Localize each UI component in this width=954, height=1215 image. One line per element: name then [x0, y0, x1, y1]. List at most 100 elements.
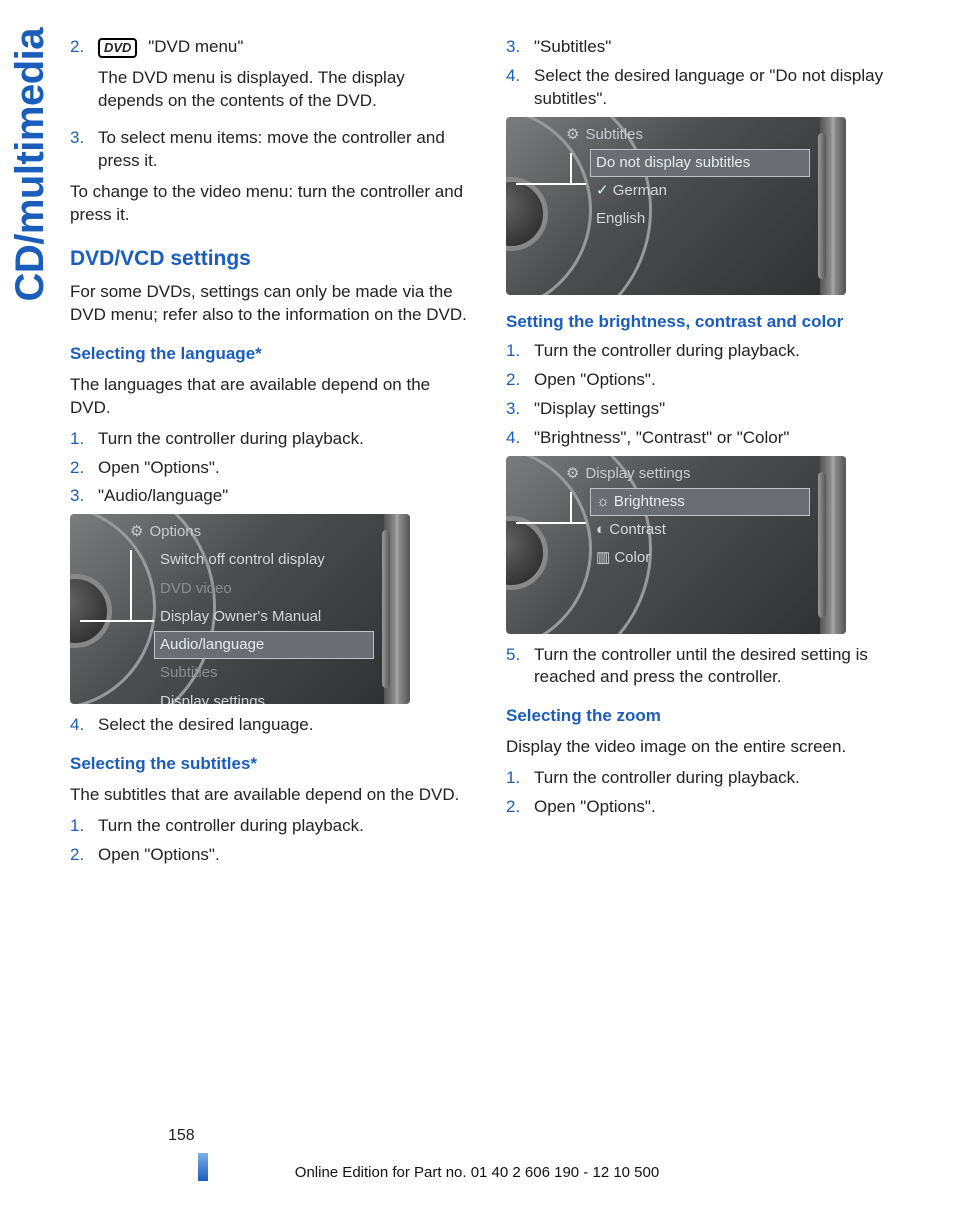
pointer-line: [80, 620, 154, 622]
display-settings-screenshot: ⚙Display settings BrightnessContrastColo…: [506, 456, 846, 634]
list-item: 2.Open "Options".: [70, 844, 468, 867]
step-body: Select the desired language.: [98, 714, 468, 737]
step-body: Turn the controller during playback.: [98, 428, 468, 451]
menu-item: Audio/language: [154, 631, 374, 659]
step-number: 1.: [506, 340, 534, 363]
screenshot-title: ⚙ Options: [130, 522, 201, 542]
step-number: 1.: [70, 428, 98, 451]
dvd-icon: DVD: [98, 38, 137, 58]
menu-item: ✓ German: [590, 177, 810, 205]
list-item: 3."Audio/language": [70, 485, 468, 508]
pointer-line: [130, 550, 132, 620]
list-item: 2.Open "Options".: [506, 796, 904, 819]
step-body: Turn the controller during playback.: [534, 767, 904, 790]
screenshot-title-text: Subtitles: [585, 126, 643, 143]
step-number: 4.: [506, 65, 534, 111]
step-body: Turn the controller during playback.: [534, 340, 904, 363]
list-item: 3. To select menu items: move the contro…: [70, 127, 468, 173]
subsection-heading: Selecting the zoom: [506, 705, 904, 728]
list-item: 1.Turn the controller during playback.: [506, 767, 904, 790]
steps-list: 1.Turn the controller during playback.2.…: [506, 340, 904, 450]
subtitles-screenshot: ⚙ Subtitles Do not display subtitles✓ Ger…: [506, 117, 846, 295]
subsection-heading: Selecting the language*: [70, 343, 468, 366]
footer-text: Online Edition for Part no. 01 40 2 606 …: [0, 1164, 954, 1181]
section-heading: DVD/VCD settings: [70, 245, 468, 273]
side-tab: CD/multimedia: [8, 28, 53, 302]
step-number: 4.: [70, 714, 98, 737]
subsection-heading: Setting the brightness, contrast and col…: [506, 311, 904, 334]
menu-item: Color: [590, 544, 810, 572]
step-body: Open "Options".: [534, 796, 904, 819]
page: CD/multimedia 2. DVD "DVD menu" The DVD …: [0, 0, 954, 1215]
pointer-line: [570, 153, 572, 183]
screenshot-title: ⚙ Subtitles: [566, 125, 643, 145]
menu-item: Display settings: [154, 688, 374, 705]
menu-item: Contrast: [590, 516, 810, 544]
list-item: 5. Turn the controller until the desired…: [506, 644, 904, 690]
paragraph: Display the video image on the entire sc…: [506, 736, 904, 759]
screenshot-menu: Do not display subtitles✓ GermanEnglish: [590, 149, 810, 234]
step-number: 3.: [506, 36, 534, 59]
list-item: 2. DVD "DVD menu" The DVD menu is displa…: [70, 36, 468, 121]
step-body: "Display settings": [534, 398, 904, 421]
list-item: 4. Select the desired language.: [70, 714, 468, 737]
step-body: Open "Options".: [98, 457, 468, 480]
screenshot-title-text: Options: [149, 523, 201, 540]
list-item: 3."Display settings": [506, 398, 904, 421]
check-icon: ✓: [596, 182, 613, 199]
step-desc: The DVD menu is displayed. The display d…: [98, 67, 468, 113]
list-item: 2.Open "Options".: [506, 369, 904, 392]
step-body: Open "Options".: [534, 369, 904, 392]
subsection-heading: Selecting the subtitles*: [70, 753, 468, 776]
step-body: DVD "DVD menu" The DVD menu is displayed…: [98, 36, 468, 121]
step-number: 1.: [506, 767, 534, 790]
steps-list: 1.Turn the controller during playback. 2.…: [70, 815, 468, 867]
step-number: 5.: [506, 644, 534, 690]
paragraph: The languages that are available depend …: [70, 374, 468, 420]
screenshot-title: ⚙Display settings: [566, 464, 691, 484]
list-item: 2.Open "Options".: [70, 457, 468, 480]
paragraph: For some DVDs, settings can only be made…: [70, 281, 468, 327]
list-item: 1.Turn the controller during playback.: [506, 340, 904, 363]
menu-item: DVD video: [154, 575, 374, 603]
steps-list: 3."Subtitles" 4.Select the desired langua…: [506, 36, 904, 111]
menu-item: English: [590, 205, 810, 233]
list-item: 4."Brightness", "Contrast" or "Color": [506, 427, 904, 450]
decor-edge: [818, 472, 826, 618]
list-item: 4.Select the desired language or "Do not…: [506, 65, 904, 111]
menu-item: Subtitles: [154, 659, 374, 687]
gear-icon: ⚙: [130, 522, 143, 542]
step-body: To select menu items: move the controlle…: [98, 127, 468, 173]
right-column: 3."Subtitles" 4.Select the desired langua…: [506, 30, 904, 873]
gear-icon: ⚙: [566, 125, 579, 145]
screenshot-menu: BrightnessContrastColor: [590, 488, 810, 573]
step-number: 2.: [70, 36, 98, 121]
decor-edge: [818, 133, 826, 279]
pointer-line: [516, 183, 586, 185]
step-number: 2.: [506, 369, 534, 392]
pointer-line: [516, 522, 586, 524]
left-column: 2. DVD "DVD menu" The DVD menu is displa…: [70, 30, 468, 873]
step-number: 3.: [70, 485, 98, 508]
step-body: Turn the controller until the desired se…: [534, 644, 904, 690]
steps-list: 1.Turn the controller during playback.2.…: [506, 767, 904, 819]
step-number: 2.: [70, 844, 98, 867]
steps-list: 1.Turn the controller during playback. 2.…: [70, 428, 468, 509]
menu-item: Brightness: [590, 488, 810, 516]
paragraph: The subtitles that are available depend …: [70, 784, 468, 807]
list-item: 1.Turn the controller during playback.: [70, 428, 468, 451]
list-item: 3."Subtitles": [506, 36, 904, 59]
step-label: "DVD menu": [148, 37, 243, 56]
step-body: "Brightness", "Contrast" or "Color": [534, 427, 904, 450]
screenshot-menu: Switch off control displayDVD videoDispl…: [154, 546, 374, 704]
menu-item: Display Owner's Manual: [154, 603, 374, 631]
step-body: Turn the controller during playback.: [98, 815, 468, 838]
list-item: 1.Turn the controller during playback.: [70, 815, 468, 838]
step-number: 3.: [506, 398, 534, 421]
pointer-line: [570, 492, 572, 522]
options-screenshot: ⚙ Options Switch off control displayDVD v…: [70, 514, 410, 704]
paragraph: To change to the video menu: turn the co…: [70, 181, 468, 227]
decor-edge: [382, 530, 390, 688]
step-number: 4.: [506, 427, 534, 450]
step-number: 2.: [506, 796, 534, 819]
